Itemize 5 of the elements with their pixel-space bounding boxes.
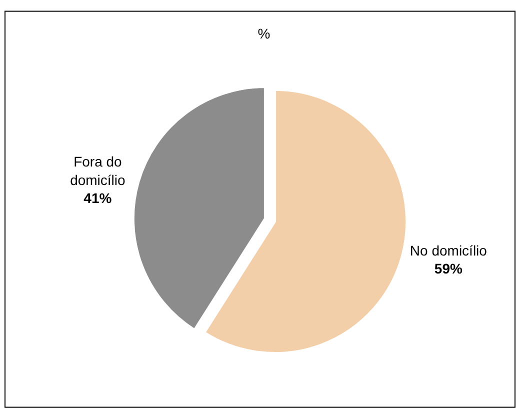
- data-label: 59%: [434, 260, 463, 277]
- slice-label: Fora do domicílio: [70, 154, 126, 188]
- data-label: 41%: [84, 190, 112, 206]
- chart-title: %: [258, 26, 270, 42]
- slice-label: No domicílio: [410, 242, 488, 258]
